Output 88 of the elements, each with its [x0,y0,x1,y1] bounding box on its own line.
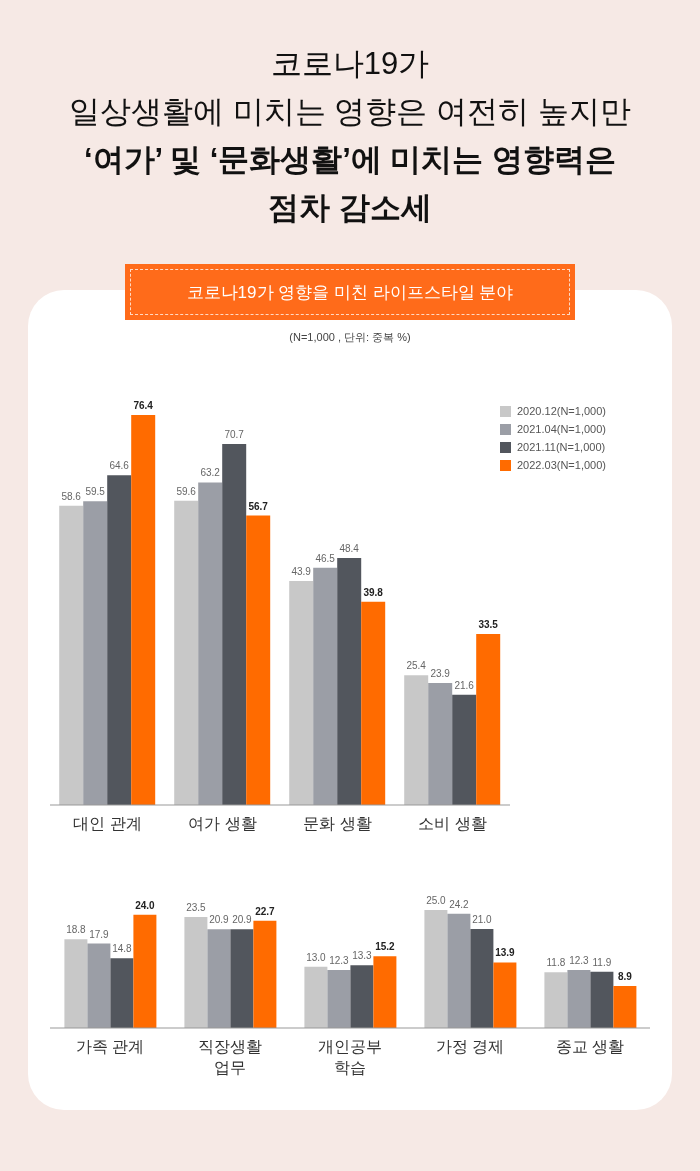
chart-subtitle: 코로나19가 영향을 미친 라이프스타일 분야 [130,269,570,315]
bar [198,482,223,805]
data-label: 56.7 [248,500,269,512]
data-label: 18.8 [66,924,87,936]
bar [373,956,397,1028]
x-tick-label: 종교 생활 [555,1038,625,1055]
data-label: 11.8 [546,957,566,969]
data-label: 64.6 [109,460,130,472]
legend-label: 2020.12(N=1,000) [517,405,606,417]
data-label: 25.0 [426,895,447,906]
data-label: 13.3 [352,950,373,962]
bar [131,415,156,805]
bar [447,913,471,1028]
data-label: 21.0 [472,913,493,925]
legend-label: 2022.03(N=1,000) [517,459,606,471]
data-label: 11.9 [592,956,612,968]
bar [222,444,247,805]
data-label: 22.7 [255,905,276,917]
data-label: 33.5 [478,618,499,630]
legend-label: 2021.04(N=1,000) [517,423,606,435]
data-label: 12.3 [329,954,350,966]
data-label: 48.4 [339,542,360,554]
bar [107,475,132,805]
x-tick-label: 직장생활 업무 [198,1038,262,1076]
bar [452,694,477,805]
data-label: 25.4 [406,660,427,672]
bar [424,910,448,1028]
bar [476,633,501,805]
bar [133,914,157,1028]
x-tick-label: 문화 생활 [303,815,372,832]
x-tick-label: 여가 생활 [188,815,257,832]
bar [110,958,134,1028]
x-tick-label: 개인공부 학습 [318,1038,382,1076]
data-label: 70.7 [224,429,245,441]
chart-title: 코로나19가 일상생활에 미치는 영향은 여전히 높지만 ‘여가’ 및 ‘문화생활’에 미치는 영향력은 점차 감소세 [68,45,632,227]
bar [253,920,277,1028]
x-tick-label: 가정 경제 [435,1038,505,1055]
data-label: 15.2 [375,941,396,953]
bar [83,501,108,805]
data-label: 43.9 [291,565,312,577]
x-tick-label: 가족 관계 [75,1038,145,1055]
bar [327,969,351,1028]
data-label: 39.8 [363,586,384,598]
bar [246,515,271,805]
x-tick-label: 소비 생활 [418,815,487,832]
data-label: 17.9 [89,928,110,940]
bar [174,500,199,805]
data-label: 13.0 [306,951,327,963]
bar [230,929,254,1028]
bar [304,966,328,1028]
data-label: 14.8 [112,943,133,955]
data-label: 76.4 [133,400,154,411]
bar [59,505,84,805]
bar [313,567,338,805]
legend-label: 2021.11(N=1,000) [517,441,606,453]
data-label: 59.6 [176,485,197,497]
bar [567,969,591,1028]
text: (N=1,000 , 단위: 중복 %) [288,330,412,345]
bar [544,972,568,1028]
data-label: 46.5 [315,552,336,564]
bar [337,557,362,805]
bar [289,580,314,805]
bar [470,928,494,1028]
data-label: 23.5 [186,902,207,914]
bar [64,939,88,1028]
x-tick-label: 대인 관계 [73,815,142,832]
data-label: 12.3 [569,954,590,966]
bar [350,965,374,1028]
data-label: 24.2 [449,898,470,910]
data-label: 59.5 [85,486,106,498]
bar [428,683,453,805]
bar [493,962,517,1028]
data-label: 23.9 [430,668,451,679]
data-label: 63.2 [200,467,221,479]
data-label: 8.9 [617,970,633,982]
data-label: 24.0 [135,899,156,911]
data-label: 58.6 [61,490,82,502]
data-label: 21.6 [454,679,475,691]
bar [184,917,208,1028]
bar [207,929,231,1028]
bar [361,601,386,805]
bar [613,985,637,1028]
bar [404,675,429,805]
data-label: 20.9 [232,914,253,926]
bar [87,943,111,1028]
data-label: 13.9 [495,947,516,959]
bar [590,971,614,1028]
data-label: 20.9 [209,914,230,926]
